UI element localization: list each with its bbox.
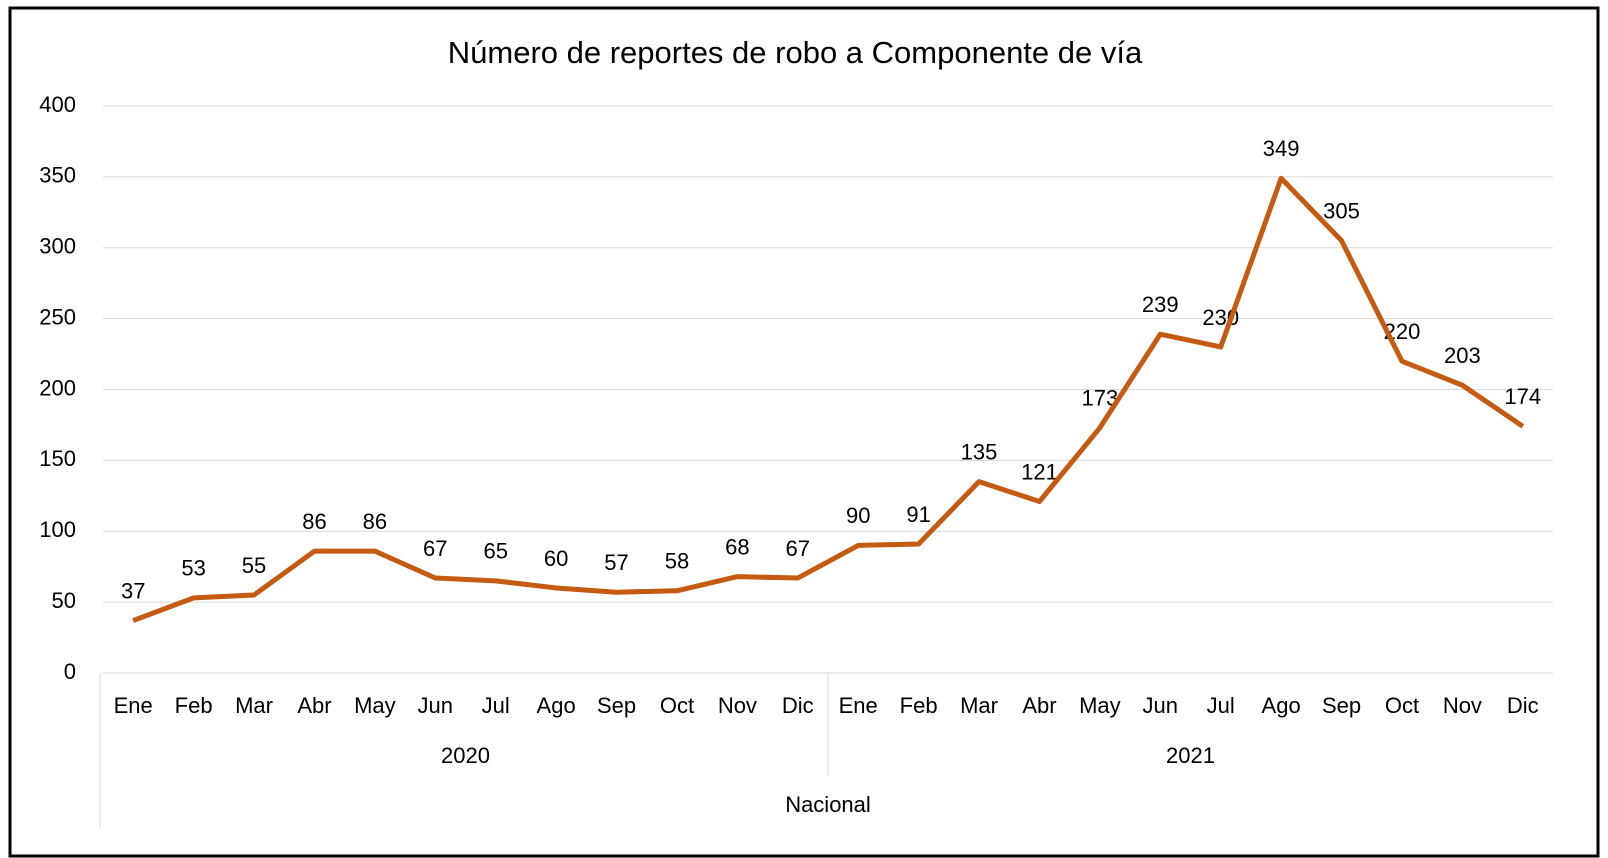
x-tick-label: Abr (297, 693, 331, 718)
x-tick-label: Sep (597, 693, 636, 718)
x-tick-label: Jun (1143, 693, 1178, 718)
x-tick-label: Oct (660, 693, 694, 718)
chart-title: Número de reportes de robo a Componente … (448, 35, 1143, 70)
y-tick-label: 50 (52, 588, 76, 613)
data-label: 121 (1021, 459, 1058, 484)
x-tick-label: Ago (1262, 693, 1301, 718)
x-tick-label: Nov (1443, 693, 1482, 718)
data-label: 91 (906, 502, 930, 527)
data-label: 90 (846, 503, 870, 528)
y-tick-label: 400 (39, 92, 76, 117)
x-tick-label: Ago (537, 693, 576, 718)
data-label: 58 (665, 549, 689, 574)
data-label: 55 (242, 553, 266, 578)
x-tick-label: Ene (114, 693, 153, 718)
data-label: 203 (1444, 343, 1481, 368)
y-tick-label: 300 (39, 234, 76, 259)
data-label: 60 (544, 546, 568, 571)
data-label: 305 (1323, 198, 1360, 223)
data-label: 53 (181, 556, 205, 581)
x-tick-label: Ene (839, 693, 878, 718)
data-label: 86 (363, 509, 387, 534)
data-label: 67 (423, 536, 447, 561)
x-tick-label: May (354, 693, 396, 718)
data-label: 65 (483, 539, 507, 564)
x-tick-label: Dic (1507, 693, 1539, 718)
x-tick-label: Mar (235, 693, 273, 718)
group-label: 2021 (1166, 743, 1215, 768)
outer-group-label: Nacional (785, 792, 871, 817)
data-label: 349 (1263, 136, 1300, 161)
frame (8, 6, 1600, 858)
line (132, 175, 1525, 623)
x-tick-label: Feb (175, 693, 213, 718)
x-tick-label: Jun (418, 693, 453, 718)
x-tick-label: Mar (960, 693, 998, 718)
group-label: 2020 (441, 743, 490, 768)
y-tick-label: 0 (64, 659, 76, 684)
data-label: 57 (604, 550, 628, 575)
x-tick-label: Sep (1322, 693, 1361, 718)
x-tick-label: Jul (482, 693, 510, 718)
x-tick-label: Nov (718, 693, 757, 718)
y-tick-label: 150 (39, 446, 76, 471)
data-label: 174 (1504, 384, 1541, 409)
y-tick-label: 200 (39, 375, 76, 400)
y-tick-label: 100 (39, 517, 76, 542)
data-label: 68 (725, 534, 749, 559)
y-tick-label: 250 (39, 304, 76, 329)
data-label: 239 (1142, 292, 1179, 317)
data-label: 67 (786, 536, 810, 561)
data-label: 37 (121, 578, 145, 603)
x-tick-label: Jul (1207, 693, 1235, 718)
data-label: 86 (302, 509, 326, 534)
x-tick-label: Feb (900, 693, 938, 718)
y-tick-label: 350 (39, 163, 76, 188)
x-tick-label: Abr (1022, 693, 1056, 718)
data-label: 135 (961, 439, 998, 464)
x-tick-label: Oct (1385, 693, 1419, 718)
x-tick-label: May (1079, 693, 1121, 718)
x-tick-label: Dic (782, 693, 814, 718)
